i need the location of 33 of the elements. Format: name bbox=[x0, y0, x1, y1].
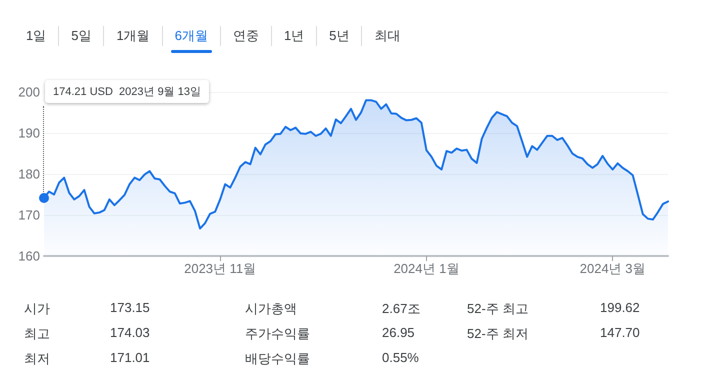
text: 6개월 bbox=[162, 26, 221, 46]
y-tick-label: 200 bbox=[18, 84, 40, 100]
text: 최저 bbox=[24, 350, 51, 368]
text: 52-주 최저 bbox=[467, 325, 530, 343]
text: 1년 bbox=[272, 26, 318, 46]
text: 연중 bbox=[220, 26, 272, 46]
text: 시가 bbox=[24, 300, 51, 318]
text: 주가수익률 bbox=[245, 325, 311, 343]
text: 최고 bbox=[24, 325, 51, 343]
text: 최대 bbox=[373, 27, 402, 45]
text: 199.62 bbox=[600, 300, 641, 317]
annotation: 174.21 USD 2023년 9월 13일 bbox=[45, 80, 209, 103]
text: 5년 bbox=[317, 26, 362, 46]
text: 1일 bbox=[14, 26, 60, 46]
y-tick-label: 160 bbox=[18, 248, 40, 264]
x-tick-label: 2023년 11월 bbox=[184, 261, 256, 276]
text: 배당수익률 bbox=[245, 350, 311, 368]
y-tick-label: 170 bbox=[18, 208, 40, 222]
text: 1개월 bbox=[104, 26, 163, 46]
text: 173.15 bbox=[110, 300, 151, 317]
text: 171.01 bbox=[110, 350, 151, 367]
text: 26.95 bbox=[382, 325, 416, 342]
text: 시가총액 bbox=[245, 300, 298, 318]
text: 2.67조 bbox=[382, 300, 422, 318]
text: 52-주 최고 bbox=[467, 300, 530, 318]
x-tick-label: 2024년 3월 bbox=[580, 261, 646, 276]
text: 147.70 bbox=[600, 325, 641, 342]
text: 174.03 bbox=[110, 325, 151, 342]
y-tick-label: 180 bbox=[18, 166, 40, 182]
x-tick-label: 2024년 1월 bbox=[394, 261, 460, 276]
text: 5일 bbox=[59, 26, 104, 46]
text: 0.55% bbox=[382, 350, 420, 367]
y-tick-label: 190 bbox=[18, 126, 40, 140]
